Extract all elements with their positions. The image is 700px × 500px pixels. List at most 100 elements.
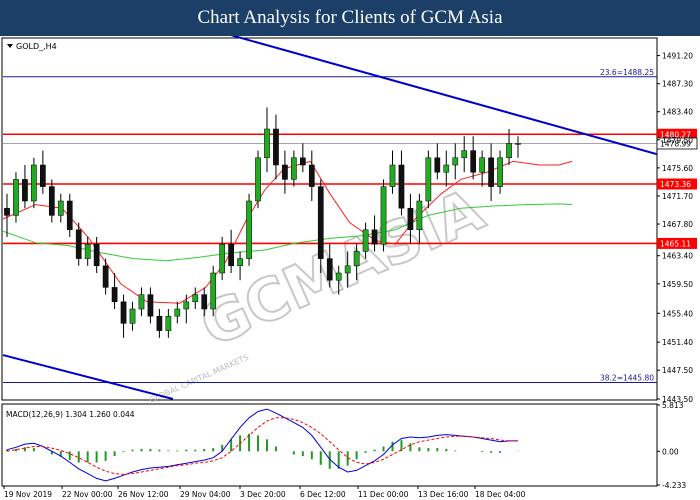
price-tick-label: 1487.30: [662, 80, 693, 89]
fast-moving-average-line: [2, 160, 573, 304]
macd-tick-label: 0.00: [662, 447, 679, 456]
time-tick-label: 11 Dec 00:00: [358, 490, 409, 499]
candle-body: [22, 179, 28, 202]
slow-moving-average-line: [2, 203, 573, 262]
chart-area: GCMASIA GLOBAL CAPITAL MARKETS 23.6=1488…: [1, 36, 698, 499]
candle-body: [282, 164, 288, 180]
symbol-header: GOLD_,H4: [7, 42, 57, 51]
trendline: [231, 36, 658, 156]
price-tick-label: 1451.40: [662, 338, 693, 347]
candle-body: [308, 164, 315, 187]
candle-body: [66, 200, 73, 231]
candle-body: [452, 157, 459, 166]
candle-body: [111, 287, 118, 303]
price-tick-label: 1471.70: [662, 192, 693, 201]
candle-body: [75, 229, 82, 259]
candle-body: [102, 265, 109, 288]
level-price-label: 1473.36: [660, 180, 691, 189]
candle-body: [425, 157, 432, 202]
level-price-tag: [657, 237, 697, 249]
level-price-tag: [657, 128, 697, 140]
candle-body: [434, 157, 441, 173]
candle-body: [192, 294, 199, 303]
candle-body: [129, 308, 136, 324]
candle-body: [264, 128, 270, 159]
candle-body: [291, 157, 297, 180]
current-price-label: 1478.99: [660, 139, 691, 148]
candle-body: [326, 258, 333, 281]
candle-body: [389, 164, 396, 187]
candle-body: [201, 294, 208, 310]
candle-body: [120, 301, 127, 324]
price-tick-label: 1483.40: [662, 108, 693, 117]
moving-averages: [2, 160, 573, 304]
time-tick-label: 6 Dec 12:00: [300, 490, 346, 499]
candle-body: [380, 186, 387, 245]
dropdown-triangle-icon: [7, 44, 13, 48]
time-tick-label: 18 Dec 04:00: [475, 490, 526, 499]
candle-body: [407, 207, 414, 231]
macd-tick-label: -4.233: [662, 481, 686, 490]
price-tick-label: 1479.50: [662, 136, 693, 145]
candle-body: [246, 200, 252, 259]
candle-body: [57, 200, 64, 216]
time-tick-label: 19 Nov 2019: [4, 490, 52, 499]
trendline: [2, 354, 174, 400]
price-tick-label: 1447.50: [662, 366, 693, 375]
price-tick-label: 1491.20: [662, 52, 693, 61]
time-tick-label: 13 Dec 16:00: [418, 490, 469, 499]
candle-body: [362, 229, 369, 252]
candle-body: [506, 143, 512, 159]
price-tick-label: 1455.40: [662, 309, 693, 318]
time-axis: 19 Nov 2019 22 Nov 00:00 26 Nov 12:00 29 No…: [3, 486, 526, 499]
header-banner: Chart Analysis for Clients of GCM Asia: [0, 0, 700, 36]
candle-body: [317, 186, 324, 259]
macd-panel-frame: [1, 403, 658, 487]
price-tick-label: 1459.50: [662, 280, 693, 289]
macd-label: MACD(12,26,9) 1.304 1.260 0.044: [6, 410, 135, 419]
macd-indicator: 5.813 0.00 -4.233: [6, 401, 686, 490]
price-tick-label: 1475.60: [662, 164, 693, 173]
level-price-label: 1465.11: [660, 239, 691, 248]
candle-body: [461, 150, 468, 159]
time-tick-label: 29 Nov 04:00: [180, 490, 231, 499]
candle-body: [237, 258, 243, 267]
candle-body: [479, 157, 485, 173]
macd-tick-label: 5.813: [662, 401, 684, 410]
level-price-label: 1480.27: [660, 130, 691, 139]
candle-body: [371, 229, 378, 245]
candle-body: [497, 157, 503, 187]
macd-signal-line: [6, 417, 518, 475]
price-tick-label: 1467.80: [662, 220, 693, 229]
candle-body: [40, 164, 46, 187]
level-price-tag: [657, 178, 697, 190]
candle-body: [273, 128, 279, 166]
price-tick-label: 1463.40: [662, 252, 693, 261]
candle-body: [219, 243, 226, 274]
candle-body: [165, 315, 172, 331]
candle-body: [210, 272, 217, 310]
candle-body: [147, 294, 154, 317]
fib-level-label: 23.6=1488.25: [600, 68, 654, 77]
candle-body: [31, 164, 37, 202]
candle-body: [443, 164, 450, 173]
horizontal-levels: 23.6=1488.25 38.2=1445.80 1480.27 1473.36 14…: [3, 68, 698, 383]
candle-body: [84, 243, 91, 259]
fib-level-label: 38.2=1445.80: [600, 373, 654, 382]
symbol-label: GOLD_,H4: [16, 42, 57, 51]
candle-body: [335, 272, 342, 281]
candle-body: [255, 157, 261, 202]
candle-body: [156, 315, 163, 331]
candle-body: [398, 164, 405, 209]
candle-body: [4, 207, 10, 216]
time-tick-label: 26 Nov 12:00: [118, 490, 169, 499]
candle-body: [228, 243, 234, 267]
candle-body: [515, 143, 521, 145]
candle-body: [344, 265, 351, 274]
time-tick-label: 22 Nov 00:00: [62, 490, 113, 499]
candle-body: [93, 243, 100, 267]
candle-body: [470, 150, 477, 173]
candle-body: [174, 308, 181, 317]
price-axis: 1491.20 1487.30 1483.40 1479.50 1475.60 1471.…: [657, 52, 693, 404]
candle-body: [138, 294, 145, 310]
